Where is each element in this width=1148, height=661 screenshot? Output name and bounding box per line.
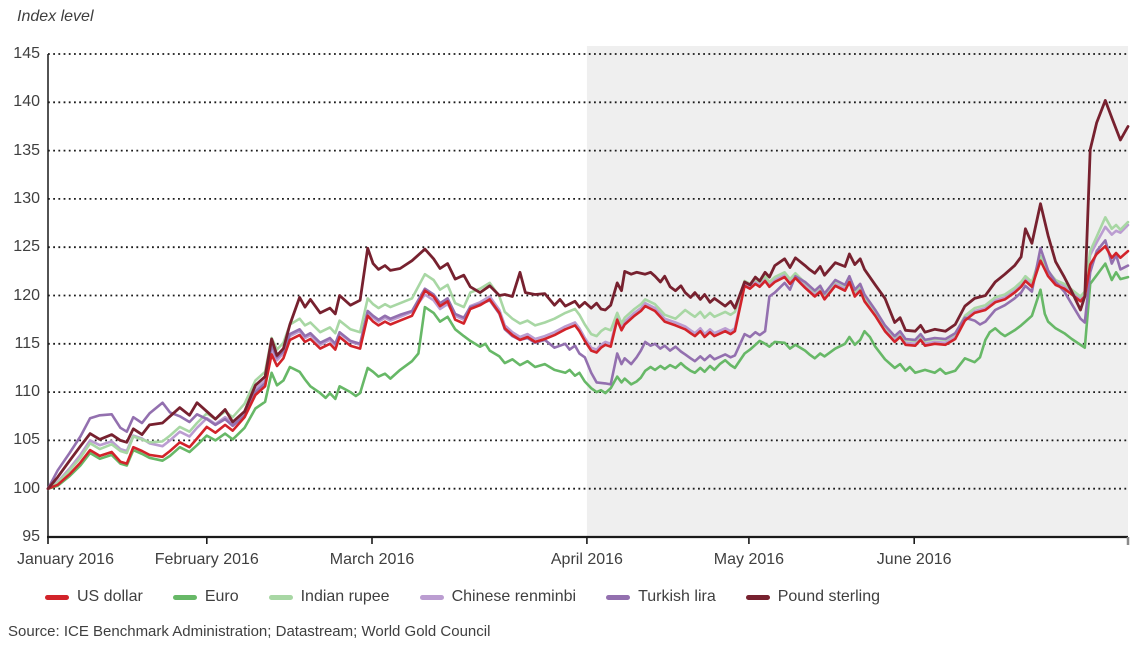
- legend: US dollar Euro Indian rupee Chinese renminb…: [45, 588, 880, 606]
- legend-label-euro: Euro: [204, 588, 239, 605]
- legend-swatch-us-dollar: [45, 594, 69, 600]
- y-axis-label-130: 130: [13, 189, 40, 207]
- legend-swatch-chinese-renminbi: [419, 594, 444, 600]
- y-axis-label-120: 120: [13, 286, 40, 304]
- legend-label-turkish-lira: Turkish lira: [638, 588, 716, 605]
- y-axis-label-125: 125: [13, 238, 40, 256]
- legend-swatch-indian-rupee: [268, 594, 293, 600]
- legend-item-turkish-lira: Turkish lira: [606, 588, 716, 606]
- legend-swatch-pound-sterling: [745, 594, 770, 600]
- x-axis-label-march-2016: March 2016: [329, 551, 415, 568]
- series-line-euro: [46, 262, 1130, 490]
- x-axis-labels: January 2016 February 2016 March 2016 April…: [0, 551, 1148, 571]
- legend-item-us-dollar: US dollar: [45, 588, 143, 606]
- legend-item-chinese-renminbi: Chinese renminbi: [419, 588, 577, 606]
- y-axis-labels: 145 140 135 130 125 120 115 110 105 100 95: [0, 0, 40, 561]
- legend-label-us-dollar: US dollar: [77, 588, 143, 605]
- x-axis-label-june-2016: June 2016: [876, 551, 952, 568]
- y-axis-title: Index level: [17, 8, 94, 25]
- y-axis-label-95: 95: [22, 528, 40, 545]
- y-axis-label-110: 110: [14, 383, 40, 401]
- legend-label-indian-rupee: Indian rupee: [300, 588, 390, 605]
- legend-item-euro: Euro: [172, 588, 239, 606]
- legend-item-pound-sterling: Pound sterling: [745, 588, 881, 606]
- legend-label-pound-sterling: Pound sterling: [777, 588, 881, 605]
- legend-label-chinese-renminbi: Chinese renminbi: [451, 588, 577, 605]
- series-line-us-dollar: [46, 244, 1130, 490]
- x-axis-label-january-2016: January 2016: [17, 551, 114, 568]
- legend-swatch-turkish-lira: [606, 594, 631, 600]
- series-line-pound-sterling: [46, 99, 1130, 491]
- x-axis-label-february-2016: February 2016: [154, 551, 259, 568]
- y-axis-label-140: 140: [13, 93, 40, 111]
- y-axis-label-115: 115: [14, 334, 40, 352]
- y-axis-label-100: 100: [13, 479, 40, 497]
- legend-swatch-euro: [172, 594, 197, 600]
- y-axis-label-105: 105: [13, 431, 40, 449]
- legend-item-indian-rupee: Indian rupee: [268, 588, 390, 606]
- x-axis-label-april-2016: April 2016: [550, 551, 623, 568]
- x-axis-label-may-2016: May 2016: [713, 551, 785, 568]
- y-axis-label-145: 145: [13, 45, 40, 62]
- y-axis-label-135: 135: [13, 141, 40, 159]
- source-note: Source: ICE Benchmark Administration; Da…: [8, 623, 491, 640]
